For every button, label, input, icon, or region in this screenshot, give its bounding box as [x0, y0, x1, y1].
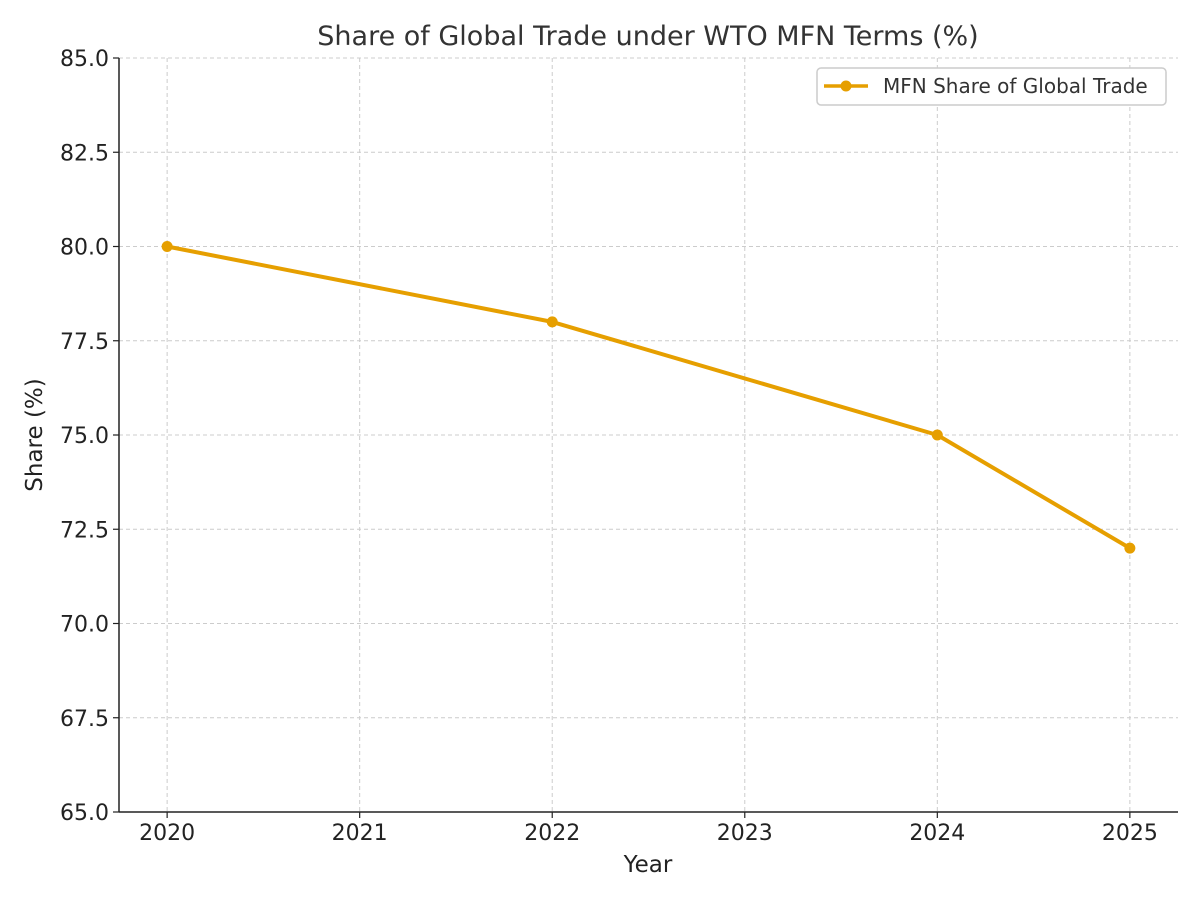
y-tick-label: 77.5 — [60, 330, 109, 355]
legend-label: MFN Share of Global Trade — [883, 74, 1148, 98]
x-tick-label: 2023 — [717, 821, 773, 846]
series — [161, 241, 1136, 554]
chart-title: Share of Global Trade under WTO MFN Term… — [317, 21, 978, 52]
x-tick-label: 2022 — [524, 821, 580, 846]
data-point — [161, 241, 173, 252]
y-tick-label: 75.0 — [60, 424, 109, 449]
data-point — [546, 316, 558, 328]
grid — [119, 57, 1178, 813]
y-tick-label: 72.5 — [60, 518, 109, 543]
y-tick-label: 80.0 — [60, 236, 109, 261]
data-point — [1124, 542, 1136, 554]
y-tick-label: 65.0 — [60, 801, 109, 826]
legend-marker — [840, 80, 852, 92]
y-tick-label: 82.5 — [60, 141, 109, 166]
y-tick-label: 67.5 — [60, 707, 109, 732]
data-point — [931, 429, 943, 441]
legend-box — [816, 67, 1167, 106]
x-tick-label: 2021 — [332, 821, 388, 846]
x-tick-label: 2025 — [1102, 821, 1158, 846]
legend: MFN Share of Global Trade — [816, 67, 1167, 106]
series-line — [166, 244, 1131, 550]
y-tick-label: 85.0 — [60, 47, 109, 72]
y-axis-label: Share (%) — [22, 378, 48, 491]
axes: 2020 2021 2022 2023 2024 2025 65.0 67.5 70.0 72.5… — [60, 47, 1178, 846]
x-tick-label: 2024 — [909, 821, 965, 846]
x-axis-label: Year — [623, 852, 673, 878]
y-tick-label: 70.0 — [60, 613, 109, 638]
x-tick-label: 2020 — [139, 821, 195, 846]
